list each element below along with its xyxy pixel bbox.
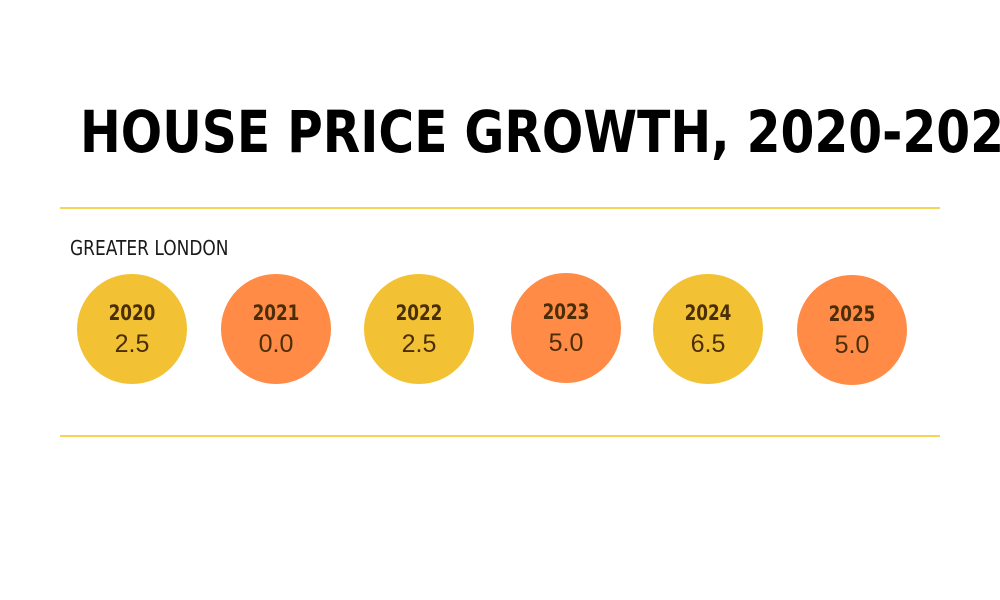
year-bubble: 2025 5.0 (797, 275, 907, 385)
top-divider (60, 207, 940, 209)
chart-title: HOUSE PRICE GROWTH, 2020-2025 (80, 98, 1000, 166)
year-bubble: 2023 5.0 (511, 273, 621, 383)
year-label: 2022 (395, 301, 443, 325)
year-bubble: 2022 2.5 (364, 274, 474, 384)
growth-value: 2.5 (401, 330, 437, 358)
year-label: 2024 (684, 301, 732, 325)
region-label: GREATER LONDON (70, 236, 229, 260)
bottom-divider (60, 435, 940, 437)
growth-value: 0.0 (258, 330, 294, 358)
year-bubble: 2020 2.5 (77, 274, 187, 384)
year-bubble: 2021 0.0 (221, 274, 331, 384)
year-bubble: 2024 6.5 (653, 274, 763, 384)
growth-value: 2.5 (114, 330, 150, 358)
year-label: 2020 (108, 301, 156, 325)
growth-value: 5.0 (548, 329, 584, 357)
year-label: 2025 (828, 302, 876, 326)
year-label: 2021 (252, 301, 300, 325)
year-label: 2023 (542, 300, 590, 324)
growth-value: 5.0 (834, 331, 870, 359)
growth-value: 6.5 (690, 330, 726, 358)
